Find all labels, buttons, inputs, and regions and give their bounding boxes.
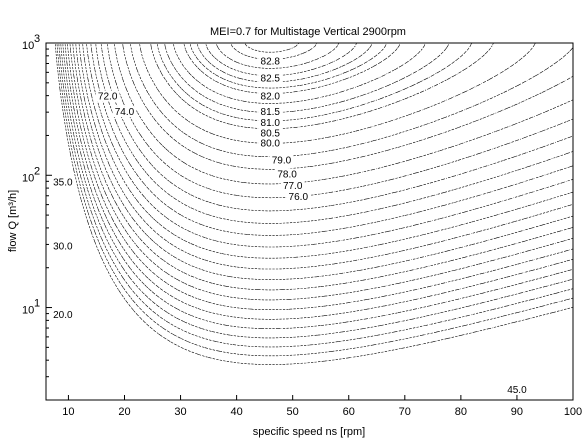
y-tick-label: 10 (22, 305, 34, 317)
contour-line (55, 42, 574, 365)
contour-line (58, 42, 574, 348)
x-tick-label: 50 (287, 406, 299, 418)
contour-line (62, 42, 574, 329)
contour-label-bg (504, 383, 529, 395)
contour-line (82, 42, 574, 259)
chart-title: MEI=0.7 for Multistage Vertical 2900rpm (210, 26, 406, 38)
contour-line (114, 42, 574, 185)
x-tick-label: 80 (455, 406, 467, 418)
contour-label: 80.0 (261, 138, 281, 149)
contour-line (72, 42, 574, 291)
contour-label: 74.0 (115, 107, 135, 118)
contour-label-bg (258, 90, 283, 102)
contour-label: 81.0 (261, 118, 281, 129)
contour-line (156, 42, 472, 122)
contour-label-bg (275, 168, 300, 180)
contour-label: 72.0 (98, 92, 118, 103)
x-axis: 10 20 30 40 50 60 70 80 90 100 (62, 395, 582, 418)
contour-label-bg (50, 308, 75, 320)
contour-line (139, 42, 536, 144)
contour-line (107, 42, 574, 199)
contour-label: 81.5 (261, 107, 281, 118)
contour-label: 78.0 (277, 169, 297, 180)
contour-line (164, 42, 450, 113)
contour-label: 82.5 (261, 74, 281, 85)
contour-line (69, 42, 574, 301)
x-tick-label: 100 (564, 406, 582, 418)
contour-line (183, 42, 401, 94)
x-tick-label: 20 (118, 406, 130, 418)
y-tick-label: 10 (22, 40, 34, 52)
contour-lines (55, 42, 574, 365)
y-axis-title: flow Q [m³/h] (7, 190, 19, 252)
x-tick-label: 10 (62, 406, 74, 418)
y-tick-exponent: 3 (34, 33, 40, 45)
y-tick-label: 10 (22, 172, 34, 184)
contour-label: 79.0 (272, 155, 292, 166)
x-tick-label: 90 (511, 406, 523, 418)
contour-label: 30.0 (53, 241, 73, 252)
contour-label-bg (50, 176, 75, 188)
x-axis-title: specific speed ns [rpm] (253, 426, 366, 438)
contour-line (56, 42, 574, 357)
contour-line (95, 42, 574, 224)
contour-line (244, 42, 300, 53)
contour-label-bg (258, 127, 283, 139)
contour-label: 82.0 (261, 92, 281, 103)
contour-line (173, 42, 426, 104)
plot-frame (45, 42, 574, 401)
contour-line (78, 42, 574, 270)
contour-line (60, 42, 574, 339)
contour-line (75, 42, 574, 280)
contour-label: 82.8 (261, 56, 281, 67)
contour-line (196, 42, 373, 83)
contour-label-bg (258, 116, 283, 128)
contour-labels: 82.8 82.5 82.0 81.581.080.580.0 79.0 78.077.0… (50, 55, 529, 396)
contour-label-bg (258, 55, 283, 67)
y-tick-exponent: 2 (34, 165, 40, 177)
contour-line (150, 42, 494, 130)
contour-label: 45.0 (507, 385, 527, 396)
contour-label-bg (269, 154, 294, 166)
x-tick-label: 40 (230, 406, 242, 418)
contour-label: 80.5 (261, 128, 281, 139)
contour-label-bg (258, 106, 283, 118)
y-tick-exponent: 1 (34, 298, 40, 310)
contour-line (86, 42, 573, 248)
contour-label-bg (258, 72, 283, 84)
x-tick-label: 30 (174, 406, 186, 418)
contour-label-bg (286, 191, 311, 203)
x-tick-label: 60 (343, 406, 355, 418)
contour-line (67, 42, 574, 310)
contour-label: 76.0 (289, 192, 309, 203)
contour-label: 35.0 (53, 178, 73, 189)
contour-line (90, 42, 574, 236)
contour-label: 20.0 (53, 310, 73, 321)
contour-label-bg (50, 240, 75, 252)
contour-label-bg (112, 106, 137, 118)
contour-label-bg (258, 137, 283, 149)
contour-line (215, 42, 340, 69)
contour-label: 77.0 (283, 181, 303, 192)
contour-label-bg (95, 90, 120, 102)
x-tick-label: 70 (399, 406, 411, 418)
contour-line (130, 42, 574, 158)
contour-label-bg (280, 180, 305, 192)
contour-line (64, 42, 574, 320)
